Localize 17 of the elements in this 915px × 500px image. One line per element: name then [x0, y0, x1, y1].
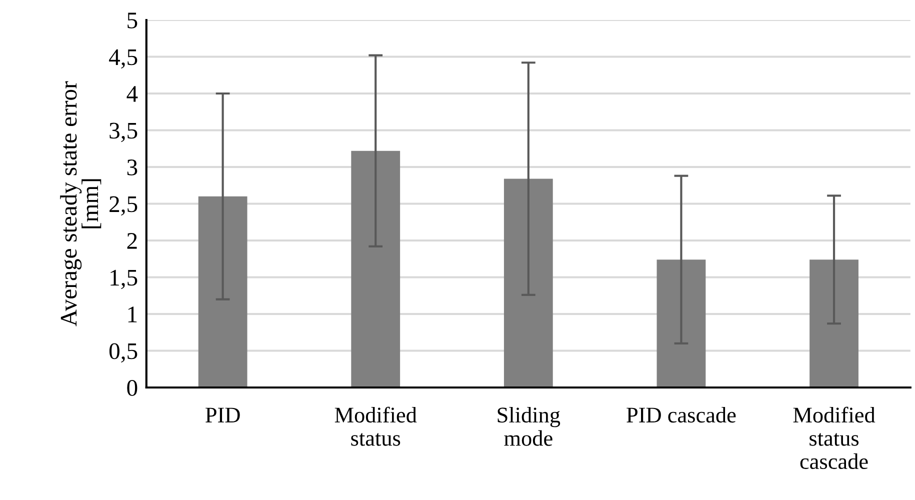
y-tick-label: 3,5: [110, 122, 138, 142]
y-axis-title: Average steady state error [mm]: [60, 81, 102, 326]
y-tick-label: 5: [128, 12, 138, 28]
y-tick-label: 0,5: [109, 343, 138, 363]
y-tick-label: 0: [127, 380, 138, 396]
y-tick-label: 2: [127, 233, 137, 249]
y-tick-label: 1: [128, 306, 137, 322]
x-tick-label: PID: [206, 408, 240, 422]
y-tick-label: 4: [126, 86, 138, 102]
x-tick-label: Sliding mode: [498, 406, 560, 446]
x-tick-label: Modified status: [334, 406, 417, 446]
y-tick-label: 2,5: [110, 196, 138, 216]
x-tick-label: Modified status cascade: [793, 406, 876, 470]
y-tick-label: 4,5: [109, 49, 138, 69]
y-tick-label: 1,5: [110, 270, 138, 290]
x-tick-label: PID cascade: [626, 406, 736, 423]
y-tick-label: 3: [127, 160, 138, 176]
